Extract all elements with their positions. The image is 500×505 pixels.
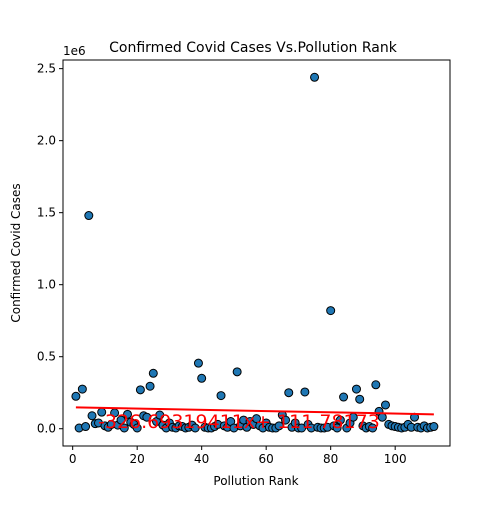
x-axis-label: Pollution Rank [213, 474, 298, 488]
data-point [198, 374, 206, 382]
data-point [356, 395, 364, 403]
x-tick-label: 80 [323, 452, 338, 466]
data-point [372, 381, 380, 389]
data-point [136, 386, 144, 394]
data-point [194, 359, 202, 367]
y-tick-label: 0.5 [37, 350, 56, 364]
data-point [85, 212, 93, 220]
data-point [340, 393, 348, 401]
data-point [382, 401, 390, 409]
y-scale-label: 1e6 [63, 44, 86, 58]
data-point [149, 369, 157, 377]
data-point [72, 392, 80, 400]
data-point [430, 423, 438, 431]
data-point [146, 382, 154, 390]
trendline-equation: -326.69319411x+ 111 78173 [98, 411, 380, 433]
x-tick-label: 20 [130, 452, 145, 466]
y-tick-label: 2.0 [37, 134, 56, 148]
chart-title: Confirmed Covid Cases Vs.Pollution Rank [109, 40, 398, 56]
data-point [301, 388, 309, 396]
y-tick-label: 1.0 [37, 278, 56, 292]
data-point [217, 392, 225, 400]
data-point [233, 368, 241, 376]
x-tick-label: 100 [384, 452, 407, 466]
x-tick-label: 0 [69, 452, 77, 466]
data-point [311, 73, 319, 81]
x-tick-label: 40 [194, 452, 209, 466]
x-tick-label: 60 [259, 452, 274, 466]
data-point [78, 385, 86, 393]
data-point [82, 423, 90, 431]
y-axis-label: Confirmed Covid Cases [9, 183, 23, 322]
data-point [327, 307, 335, 315]
y-tick-label: 1.5 [37, 206, 56, 220]
data-point [285, 389, 293, 397]
data-point [352, 385, 360, 393]
y-tick-label: 0.0 [37, 422, 56, 436]
data-point [88, 412, 96, 420]
y-tick-label: 2.5 [37, 62, 56, 76]
